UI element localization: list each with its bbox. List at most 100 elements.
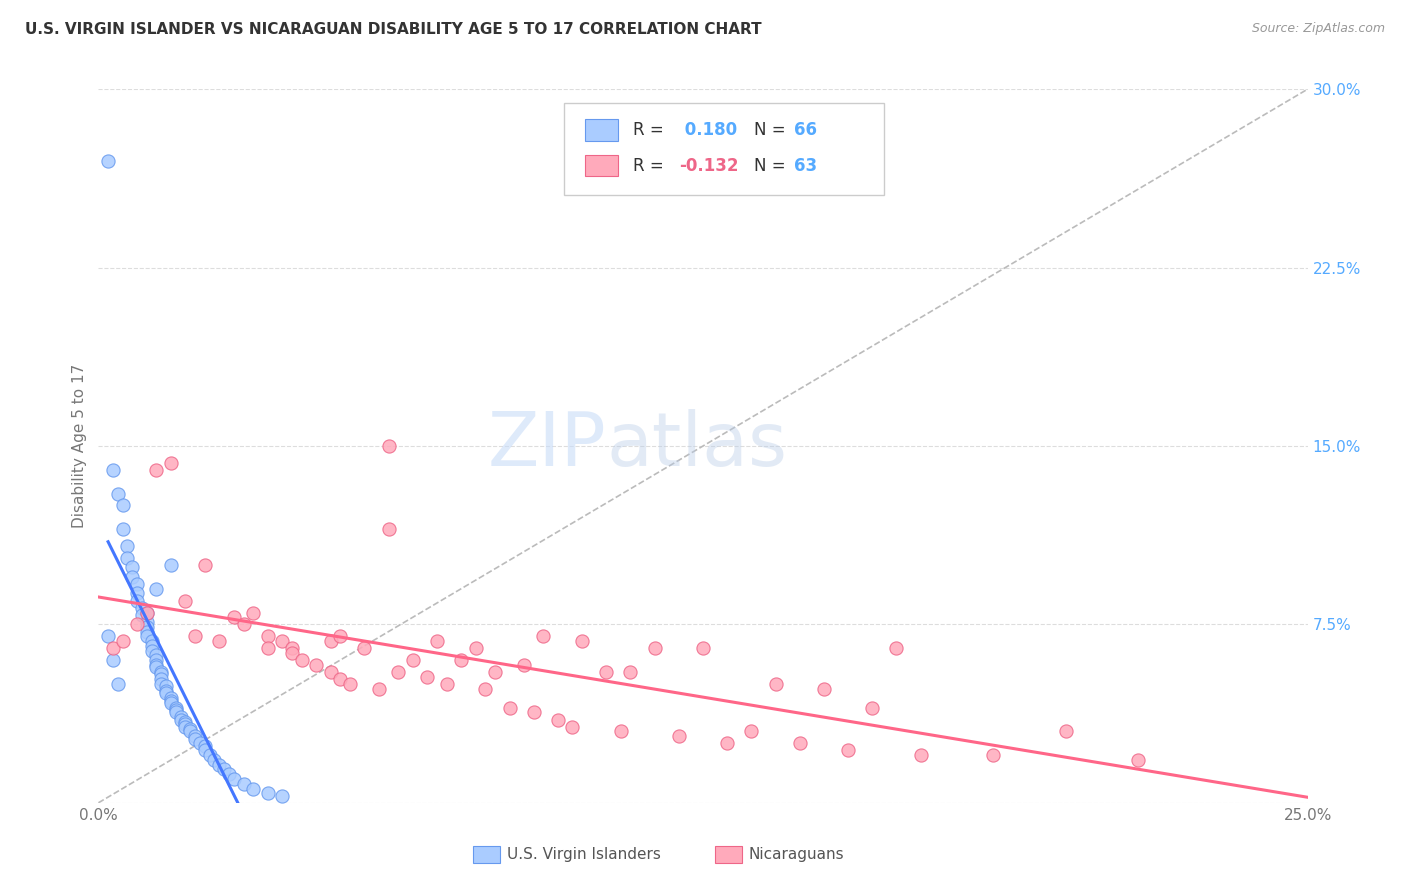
Point bbox=[160, 693, 183, 707]
Point bbox=[111, 499, 134, 513]
Point bbox=[160, 696, 183, 710]
Point bbox=[107, 677, 129, 691]
Point bbox=[174, 717, 197, 731]
Y-axis label: Disability Age 5 to 17: Disability Age 5 to 17 bbox=[72, 364, 87, 528]
Point bbox=[813, 681, 835, 696]
Point bbox=[368, 681, 391, 696]
Point bbox=[281, 641, 304, 656]
Point bbox=[145, 582, 167, 596]
Point bbox=[232, 617, 254, 632]
Point bbox=[523, 706, 546, 720]
Text: ZIP: ZIP bbox=[488, 409, 606, 483]
Text: N =: N = bbox=[754, 121, 790, 139]
Point bbox=[498, 700, 520, 714]
Text: 63: 63 bbox=[793, 157, 817, 175]
Point bbox=[174, 720, 197, 734]
Point bbox=[117, 550, 139, 565]
Point bbox=[101, 653, 124, 667]
Point bbox=[464, 641, 486, 656]
Point bbox=[571, 634, 593, 648]
Point bbox=[174, 593, 197, 607]
Text: atlas: atlas bbox=[606, 409, 787, 483]
Point bbox=[619, 665, 641, 679]
Point bbox=[271, 634, 294, 648]
FancyBboxPatch shape bbox=[716, 846, 742, 863]
Point bbox=[837, 743, 859, 757]
Point bbox=[155, 684, 177, 698]
Point bbox=[145, 657, 167, 672]
Point bbox=[150, 665, 173, 679]
Point bbox=[131, 600, 153, 615]
Point bbox=[169, 713, 191, 727]
Point bbox=[692, 641, 714, 656]
Point bbox=[155, 679, 177, 693]
Point bbox=[860, 700, 883, 714]
Point bbox=[107, 486, 129, 500]
Point bbox=[531, 629, 554, 643]
Point bbox=[740, 724, 762, 739]
Point bbox=[789, 736, 811, 750]
Point bbox=[319, 634, 342, 648]
Point bbox=[127, 586, 149, 600]
Text: Source: ZipAtlas.com: Source: ZipAtlas.com bbox=[1251, 22, 1385, 36]
Point bbox=[184, 731, 207, 746]
Point bbox=[111, 522, 134, 536]
Point bbox=[160, 558, 183, 572]
Text: N =: N = bbox=[754, 157, 790, 175]
Point bbox=[145, 660, 167, 674]
Point bbox=[111, 634, 134, 648]
Point bbox=[305, 657, 328, 672]
Point bbox=[402, 653, 425, 667]
Point bbox=[416, 670, 439, 684]
Point bbox=[135, 606, 157, 620]
FancyBboxPatch shape bbox=[585, 155, 619, 177]
Point bbox=[716, 736, 738, 750]
Point bbox=[141, 643, 163, 657]
Text: U.S. VIRGIN ISLANDER VS NICARAGUAN DISABILITY AGE 5 TO 17 CORRELATION CHART: U.S. VIRGIN ISLANDER VS NICARAGUAN DISAB… bbox=[25, 22, 762, 37]
Point bbox=[127, 593, 149, 607]
Point bbox=[97, 629, 120, 643]
Point bbox=[135, 606, 157, 620]
Text: R =: R = bbox=[633, 121, 669, 139]
Point bbox=[484, 665, 506, 679]
Point bbox=[131, 607, 153, 622]
Point bbox=[242, 781, 264, 796]
Point bbox=[194, 558, 217, 572]
Point bbox=[179, 724, 201, 739]
Point bbox=[353, 641, 375, 656]
Point bbox=[141, 639, 163, 653]
Point bbox=[127, 617, 149, 632]
Point bbox=[668, 729, 690, 743]
Point bbox=[426, 634, 449, 648]
Point bbox=[150, 677, 173, 691]
Point bbox=[194, 739, 217, 753]
Point bbox=[135, 615, 157, 629]
Point bbox=[561, 720, 583, 734]
Point bbox=[232, 777, 254, 791]
Point bbox=[121, 570, 143, 584]
Point bbox=[165, 706, 187, 720]
Point bbox=[329, 672, 352, 686]
Text: 66: 66 bbox=[793, 121, 817, 139]
Point bbox=[145, 653, 167, 667]
Text: Nicaraguans: Nicaraguans bbox=[749, 847, 845, 862]
Point bbox=[212, 763, 235, 777]
Point bbox=[610, 724, 633, 739]
Point bbox=[450, 653, 472, 667]
Point bbox=[145, 463, 167, 477]
Text: 0.180: 0.180 bbox=[679, 121, 737, 139]
Point bbox=[208, 634, 231, 648]
Point bbox=[127, 577, 149, 591]
Point bbox=[155, 686, 177, 700]
Point bbox=[145, 648, 167, 663]
Point bbox=[271, 789, 294, 803]
Point bbox=[101, 463, 124, 477]
Point bbox=[97, 153, 120, 168]
Point bbox=[595, 665, 617, 679]
Point bbox=[242, 606, 264, 620]
Point bbox=[377, 522, 399, 536]
Point bbox=[179, 722, 201, 736]
Point bbox=[135, 620, 157, 634]
Point bbox=[1128, 753, 1150, 767]
Point bbox=[188, 736, 211, 750]
